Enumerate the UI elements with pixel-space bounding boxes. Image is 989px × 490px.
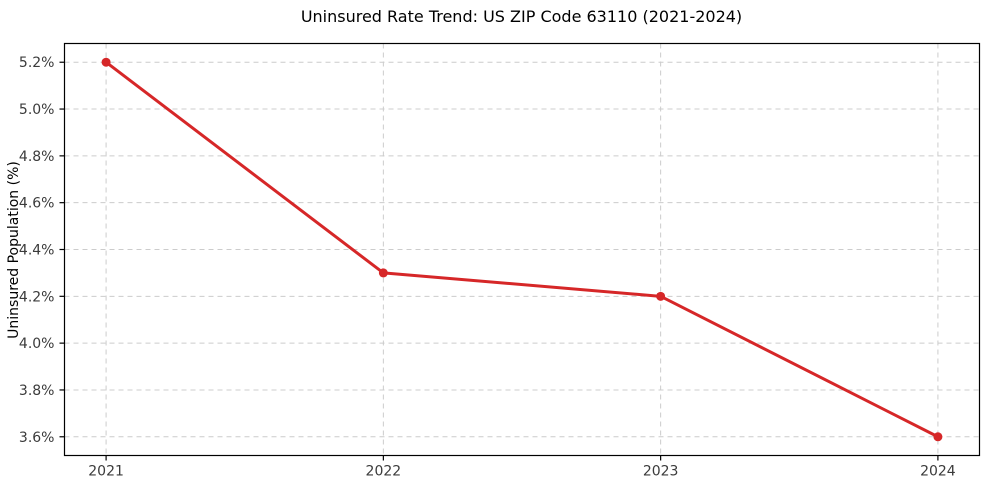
y-tick-label: 4.2% <box>19 289 55 305</box>
data-point <box>933 432 943 442</box>
trend-line <box>104 60 940 439</box>
y-tick-label: 4.0% <box>19 336 55 352</box>
y-tick-label: 4.4% <box>19 243 55 259</box>
y-tick-label: 4.8% <box>19 149 55 165</box>
data-point <box>378 268 388 278</box>
data-point <box>656 291 666 301</box>
y-tick-label: 5.0% <box>19 102 55 118</box>
x-tick-label: 2021 <box>88 464 124 480</box>
y-tick-label: 3.6% <box>19 430 55 446</box>
x-tick-label: 2024 <box>920 464 956 480</box>
y-tick-label: 5.2% <box>19 55 55 71</box>
chart-title: Uninsured Rate Trend: US ZIP Code 63110 … <box>300 7 743 26</box>
data-point <box>101 57 111 67</box>
plot-border <box>63 42 981 457</box>
y-tick-label: 4.6% <box>19 196 55 212</box>
y-axis-label: Uninsured Population (%) <box>6 161 22 339</box>
x-tick-label: 2023 <box>643 464 679 480</box>
y-tick-label: 3.8% <box>19 383 55 399</box>
x-tick-label: 2022 <box>366 464 402 480</box>
